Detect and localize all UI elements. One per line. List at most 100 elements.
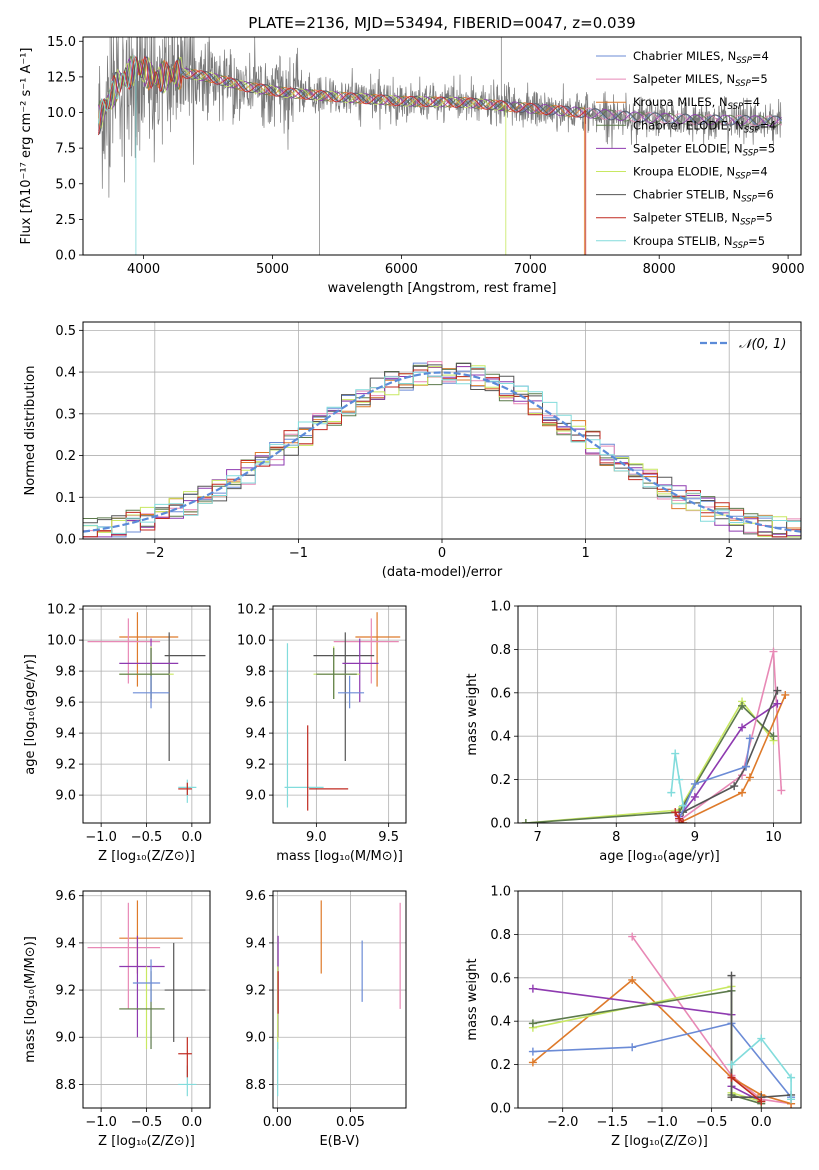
x-tick-label: −0.5 — [131, 1115, 163, 1130]
histogram-kroupa_stelib — [83, 367, 801, 534]
x-tick-label: 9 — [691, 830, 699, 845]
x-tick-label: 0 — [438, 546, 446, 561]
marker-chabrier_stelib — [727, 1093, 736, 1102]
model-line-kroupa_elodie — [98, 56, 507, 255]
series-line-kroupa_elodie — [525, 700, 775, 823]
y-axis-label: Flux [fλ10⁻¹⁷ erg cm⁻² s⁻¹ A⁻¹] — [19, 48, 34, 245]
x-tick-label: 2 — [725, 546, 733, 561]
plot-mass_vs_ebv: 0.00 0.05 8.8 9.0 9.2 9.4 9.6 E(B-V) — [245, 889, 407, 1149]
marker-salpeter_stelib — [679, 819, 688, 823]
y-tick-label: 0.8 — [490, 928, 511, 943]
x-tick-label: 9.0 — [306, 830, 327, 845]
marker-chabrier_miles — [628, 1043, 637, 1052]
y-axis-label: Normed distribution — [23, 366, 38, 496]
x-tick-label: 5000 — [256, 262, 289, 277]
y-tick-label: 0.8 — [490, 643, 511, 658]
x-tick-label: −1.0 — [85, 1115, 117, 1130]
marker-kroupa_miles — [738, 788, 747, 797]
marker-salpeter_stelib — [727, 1073, 736, 1082]
series-line-salpeter_stelib — [730, 1076, 762, 1103]
marker-kroupa_miles — [528, 1058, 537, 1067]
series-line-chabrier_stelib — [682, 690, 779, 813]
x-tick-label: 0.0 — [182, 830, 203, 845]
plot-area — [518, 606, 801, 823]
series-line-salpeter_elodie — [678, 702, 778, 818]
series-line-kroupa_stelib — [730, 1037, 792, 1100]
y-axis-label: mass weight — [465, 673, 480, 755]
y-tick-label: 0.4 — [55, 366, 76, 381]
y-tick-label: 2.5 — [55, 213, 76, 228]
y-tick-label: 1.0 — [490, 600, 511, 615]
y-tick-label: 10.2 — [237, 603, 266, 618]
plot-spectrum: 4000 5000 6000 7000 8000 9000 0.0 2.5 5.0 7.5 10.0… — [19, 14, 805, 296]
y-tick-label: 0.0 — [55, 533, 76, 548]
marker-chabrier_miles — [690, 779, 699, 788]
y-tick-label: 7.5 — [55, 142, 76, 157]
x-tick-label: 0.0 — [751, 1115, 772, 1130]
y-tick-label: 9.2 — [245, 984, 266, 999]
legend-label-kroupa_miles: Kroupa MILES, NSSP=4 — [633, 95, 760, 112]
y-tick-label: 9.8 — [245, 665, 266, 680]
x-tick-label: −2.0 — [547, 1115, 579, 1130]
plot-area — [273, 606, 406, 823]
legend-label-gaussian: 𝒩(0, 1) — [739, 337, 786, 352]
y-tick-label: 10.0 — [237, 634, 266, 649]
y-tick-label: 9.6 — [245, 696, 266, 711]
axes-frame — [272, 605, 407, 824]
legend: 𝒩(0, 1) — [700, 337, 786, 352]
marker-salpeter_stelib — [675, 814, 684, 823]
y-tick-label: 9.4 — [245, 727, 266, 742]
series-line-salpeter_elodie — [532, 987, 762, 1103]
y-tick-label: 0.2 — [490, 773, 511, 788]
marker-salpeter_stelib — [671, 808, 680, 817]
legend-label-salpeter_elodie: Salpeter ELODIE, NSSP=5 — [633, 141, 775, 158]
axes-frame — [517, 605, 802, 824]
y-tick-label: 9.0 — [245, 1031, 266, 1046]
marker-kroupa_stelib — [787, 1095, 796, 1104]
axes-frame — [517, 890, 802, 1109]
x-tick-label: 9.5 — [378, 830, 399, 845]
chart-title: PLATE=2136, MJD=53494, FIBERID=0047, z=0… — [248, 14, 635, 32]
legend-label-chabrier_miles: Chabrier MILES, NSSP=4 — [633, 49, 769, 66]
marker-salpeter_miles — [777, 786, 786, 795]
y-tick-label: 9.6 — [55, 696, 76, 711]
x-tick-label: −1 — [289, 546, 308, 561]
y-tick-label: 0.1 — [55, 491, 76, 506]
series-line-chabrier_miles — [532, 1022, 792, 1098]
plot-mass_vs_Z: −1.0 −0.5 0.0 8.8 9.0 9.2 9.4 9.6 Z [log₁₀(Z/Z⊙)… — [23, 889, 211, 1149]
plot-residuals: −2 −1 0 1 2 0.0 0.1 0.2 0.3 0.4 0.5 (data-model)/er… — [23, 321, 802, 580]
x-tick-label: 0.05 — [336, 1115, 365, 1130]
x-tick-label: 0.00 — [263, 1115, 292, 1130]
x-tick-label: 8 — [612, 830, 620, 845]
y-tick-label: 5.0 — [55, 177, 76, 192]
model-line-salpeter_elodie — [98, 57, 782, 127]
x-tick-label: −0.5 — [131, 830, 163, 845]
x-tick-label: 1 — [581, 546, 589, 561]
marker-salpeter_elodie — [773, 699, 782, 708]
x-tick-label: −2 — [145, 546, 164, 561]
marker-kroupa_miles — [745, 773, 754, 782]
marker-chabrier_elodie — [528, 1019, 537, 1028]
marker-chabrier_stelib — [727, 971, 736, 980]
series-line-chabrier_elodie — [525, 704, 775, 823]
x-tick-label: 7000 — [514, 262, 547, 277]
marker-kroupa_stelib — [679, 801, 688, 810]
y-tick-label: 9.6 — [245, 889, 266, 904]
plot-area — [83, 322, 801, 539]
y-tick-label: 10.0 — [47, 634, 76, 649]
marker-kroupa_stelib — [727, 1060, 736, 1069]
plot-area — [83, 891, 210, 1108]
y-tick-label: 9.2 — [55, 984, 76, 999]
marker-salpeter_elodie — [528, 984, 537, 993]
x-tick-label: −1.5 — [597, 1115, 629, 1130]
series-line-salpeter_miles — [631, 936, 792, 1105]
y-tick-label: 0.0 — [490, 817, 511, 832]
legend-label-kroupa_stelib: Kroupa STELIB, NSSP=5 — [633, 234, 765, 251]
y-tick-label: 9.4 — [55, 727, 76, 742]
x-axis-label: (data-model)/error — [382, 565, 503, 580]
axes-frame — [82, 36, 802, 256]
marker-kroupa_miles — [781, 690, 790, 699]
legend-label-chabrier_elodie: Chabrier ELODIE, NSSP=4 — [633, 118, 776, 135]
marker-chabrier_elodie — [738, 701, 747, 710]
